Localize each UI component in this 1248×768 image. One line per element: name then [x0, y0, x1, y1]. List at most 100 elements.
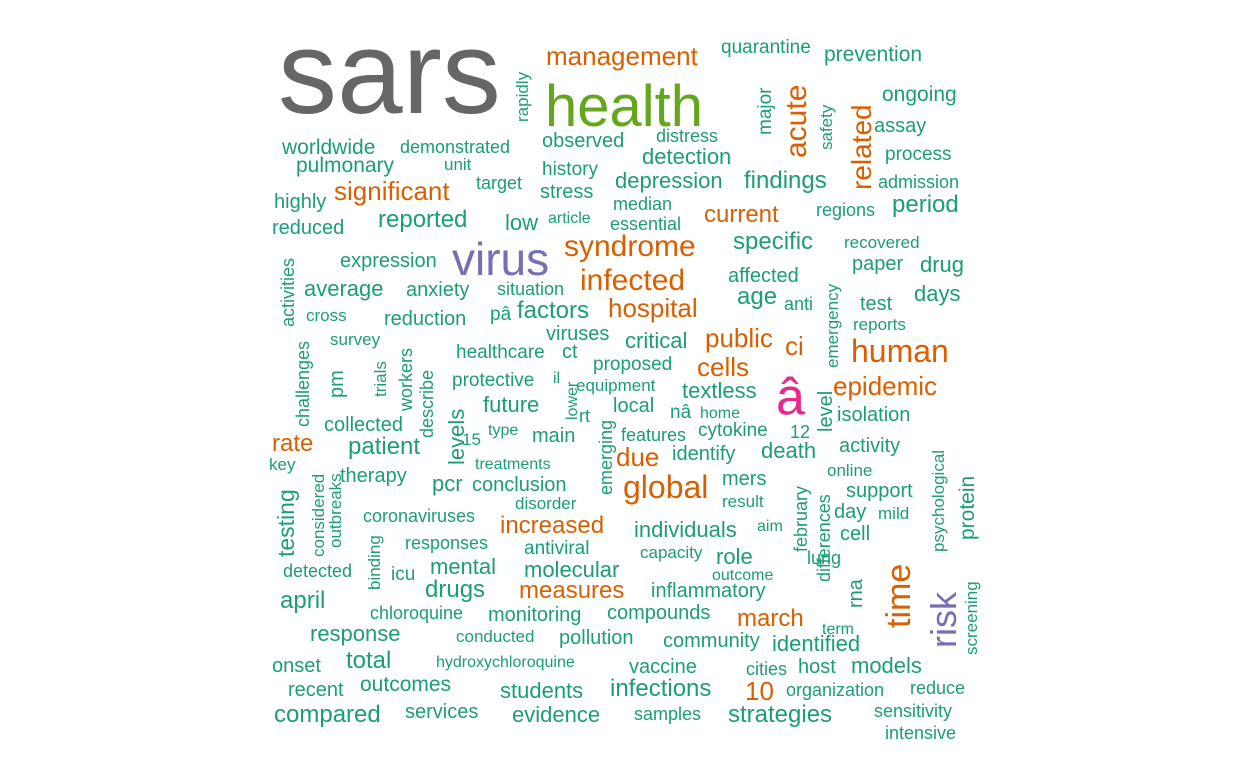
- word-104: features: [621, 425, 686, 445]
- word-29: major: [755, 87, 776, 135]
- word-54: article: [548, 210, 591, 227]
- word-106: 12: [790, 422, 810, 442]
- word-21: march: [737, 605, 804, 632]
- word-45: depression: [615, 168, 723, 193]
- word-23: current: [704, 201, 779, 228]
- word-141: detected: [283, 561, 352, 581]
- word-132: individuals: [634, 517, 737, 542]
- word-20: measures: [519, 577, 624, 604]
- word-145: outcome: [712, 567, 773, 584]
- word-0: sars: [278, 7, 501, 139]
- word-150: screening: [962, 581, 981, 655]
- word-122: conclusion: [472, 474, 567, 496]
- word-40: unit: [444, 155, 472, 174]
- word-120: testing: [273, 489, 299, 557]
- word-92: level: [815, 391, 837, 432]
- word-76: survey: [330, 330, 381, 349]
- word-22: time: [880, 564, 918, 628]
- word-118: considered: [309, 474, 328, 557]
- word-4: risk: [923, 591, 964, 648]
- word-38: process: [885, 144, 952, 165]
- word-3: â: [776, 368, 805, 426]
- word-81: trials: [371, 361, 390, 397]
- word-129: day: [834, 501, 866, 523]
- word-11: hospital: [608, 293, 698, 323]
- word-96: local: [613, 395, 654, 417]
- word-57: recovered: [844, 233, 920, 252]
- word-121: pcr: [432, 471, 463, 496]
- word-34: demonstrated: [400, 137, 510, 157]
- word-110: death: [761, 438, 816, 463]
- word-71: cross: [306, 306, 347, 325]
- word-156: conducted: [456, 627, 534, 646]
- word-177: strategies: [728, 701, 832, 728]
- word-161: total: [346, 647, 391, 674]
- word-51: reduced: [272, 217, 344, 239]
- word-19: increased: [500, 512, 604, 539]
- word-91: textless: [682, 378, 757, 403]
- word-134: cell: [840, 523, 870, 545]
- word-62: paper: [852, 253, 903, 275]
- word-8: significant: [334, 176, 450, 206]
- word-154: term: [822, 621, 854, 638]
- word-103: emerging: [596, 420, 616, 495]
- word-146: april: [280, 587, 325, 614]
- word-87: il: [553, 370, 560, 387]
- word-80: pm: [326, 370, 348, 398]
- word-148: inflammatory: [651, 580, 765, 602]
- word-137: antiviral: [524, 538, 589, 559]
- word-35: observed: [542, 130, 624, 152]
- word-107: patient: [348, 433, 420, 460]
- word-158: community: [663, 630, 760, 652]
- word-88: protective: [452, 370, 534, 391]
- word-15: cells: [697, 352, 749, 382]
- word-100: collected: [324, 414, 403, 436]
- word-149: rna: [845, 578, 867, 608]
- word-53: low: [505, 210, 538, 235]
- word-70: days: [914, 281, 960, 306]
- word-31: ongoing: [882, 83, 957, 106]
- word-165: host: [798, 656, 836, 678]
- word-111: activity: [839, 435, 900, 457]
- word-32: assay: [874, 115, 926, 137]
- word-131: coronaviruses: [363, 506, 475, 526]
- word-68: anti: [784, 294, 813, 314]
- word-163: vaccine: [629, 656, 697, 678]
- word-98: home: [700, 405, 740, 422]
- word-157: pollution: [559, 627, 634, 649]
- word-26: quarantine: [721, 37, 811, 58]
- word-73: pâ: [490, 304, 512, 325]
- word-130: mild: [878, 504, 909, 523]
- word-124: february: [791, 486, 811, 552]
- word-125: support: [846, 480, 913, 502]
- word-52: reported: [378, 206, 467, 233]
- word-13: epidemic: [833, 371, 937, 401]
- word-95: rt: [579, 406, 590, 426]
- word-48: median: [613, 194, 672, 214]
- word-140: lung: [807, 548, 841, 568]
- word-25: 10: [745, 676, 774, 706]
- word-114: treatments: [475, 456, 551, 473]
- word-66: situation: [497, 279, 564, 299]
- word-93: levels: [444, 409, 469, 465]
- word-133: aim: [757, 518, 783, 535]
- word-27: prevention: [824, 43, 922, 66]
- word-65: anxiety: [406, 279, 469, 301]
- word-143: mental: [430, 554, 496, 579]
- word-94: future: [483, 392, 539, 417]
- word-7: related: [846, 104, 877, 190]
- word-86: proposed: [593, 354, 672, 375]
- word-162: hydroxychloroquine: [436, 654, 575, 671]
- word-168: outcomes: [360, 673, 451, 696]
- word-164: cities: [746, 659, 787, 679]
- word-41: history: [542, 159, 598, 180]
- word-5: management: [546, 41, 699, 71]
- word-72: reduction: [384, 308, 466, 330]
- word-102: main: [532, 425, 575, 447]
- word-178: sensitivity: [874, 701, 952, 721]
- word-1: health: [545, 74, 703, 139]
- word-61: emergency: [823, 283, 842, 368]
- word-136: responses: [405, 533, 488, 553]
- word-173: compared: [274, 701, 381, 728]
